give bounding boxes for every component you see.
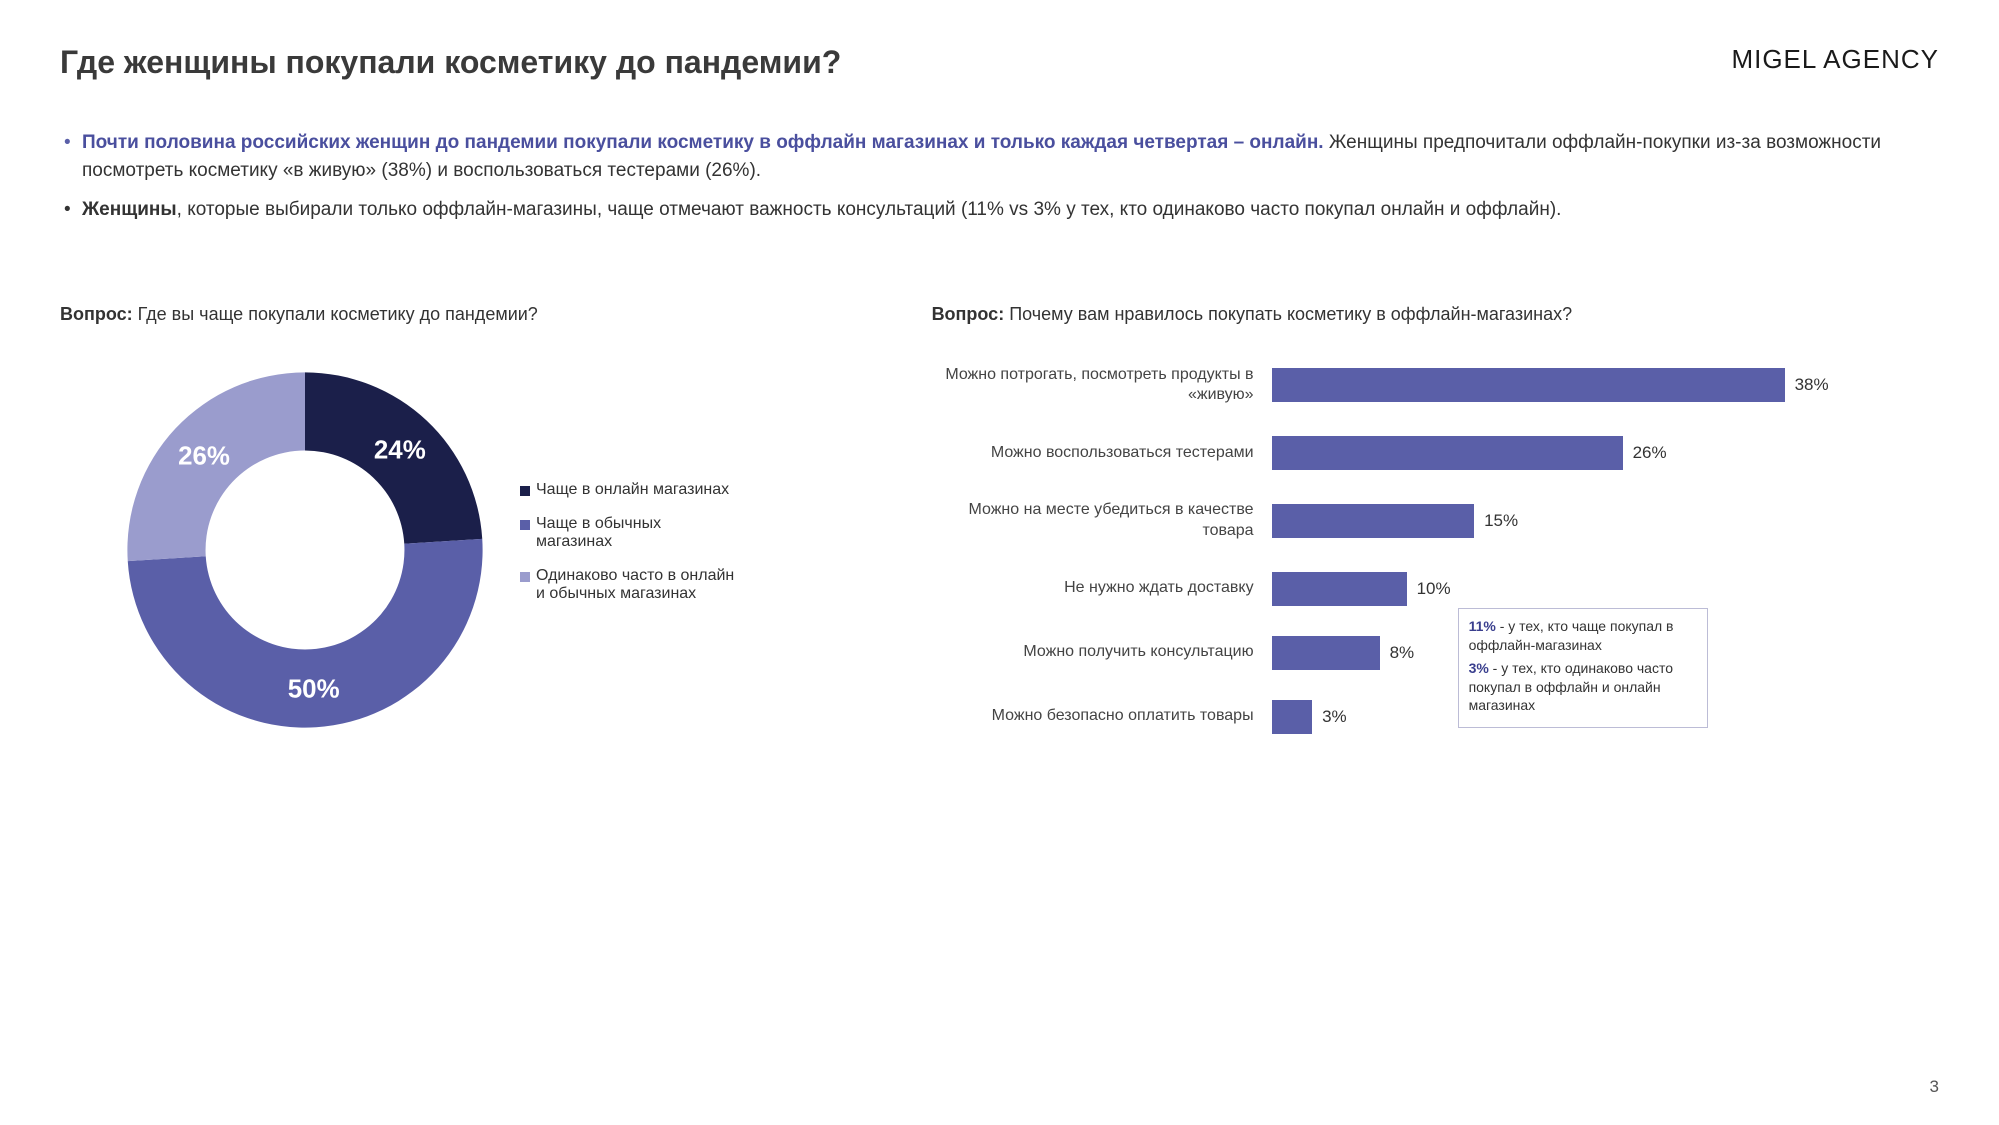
bar-track: 38%	[1272, 368, 1829, 402]
bar-value: 10%	[1417, 579, 1451, 599]
bar-fill	[1272, 504, 1475, 538]
donut-slice-label: 26%	[178, 442, 230, 470]
bullet-2: Женщины, которые выбирали только оффлайн…	[60, 196, 1939, 224]
bar-row: Можно получить консультацию8%11% - у тех…	[932, 636, 1939, 670]
bullet-2-bold: Женщины	[82, 199, 177, 220]
legend-swatch	[520, 520, 530, 530]
bar-label: Можно получить консультацию	[932, 642, 1272, 663]
donut-question-prefix: Вопрос:	[60, 304, 133, 324]
bar-label: Можно потрогать, посмотреть продукты в «…	[932, 365, 1272, 407]
bar-fill	[1272, 368, 1785, 402]
bar-value: 26%	[1633, 443, 1667, 463]
bullet-2-rest: , которые выбирали только оффлайн-магази…	[177, 199, 1562, 220]
callout-pct: 11%	[1469, 618, 1496, 634]
bar-track: 3%	[1272, 700, 1812, 734]
bar-fill	[1272, 436, 1623, 470]
brand-label: MIGEL AGENCY	[1731, 44, 1939, 75]
donut-slice-label: 50%	[288, 675, 340, 703]
legend-item: Одинаково часто в онлайн и обычных магаз…	[520, 567, 740, 603]
page-title: Где женщины покупали косметику до пандем…	[60, 44, 841, 81]
legend-label: Чаще в онлайн магазинах	[536, 481, 729, 499]
donut-question-text: Где вы чаще покупали косметику до пандем…	[133, 304, 538, 324]
legend-swatch	[520, 572, 530, 582]
bar-fill	[1272, 636, 1380, 670]
bar-fill	[1272, 572, 1407, 606]
donut-slice-label: 24%	[374, 436, 426, 464]
page-number: 3	[1930, 1077, 1939, 1097]
callout-pct: 3%	[1469, 660, 1489, 676]
bullet-list: Почти половина российских женщин до панд…	[60, 129, 1939, 224]
bar-chart: Можно потрогать, посмотреть продукты в «…	[932, 365, 1939, 734]
bar-value: 15%	[1484, 511, 1518, 531]
bar-track: 10%	[1272, 572, 1812, 606]
bar-track: 26%	[1272, 436, 1812, 470]
bar-value: 3%	[1322, 707, 1347, 727]
bar-label: Можно воспользоваться тестерами	[932, 443, 1272, 464]
bar-row: Можно воспользоваться тестерами 26%	[932, 436, 1939, 470]
callout-text: - у тех, кто чаще покупал в оффлайн-мага…	[1469, 618, 1674, 653]
bars-question-text: Почему вам нравилось покупать косметику …	[1004, 304, 1572, 324]
bullet-1-accent: Почти половина российских женщин до панд…	[82, 132, 1324, 153]
donut-legend: Чаще в онлайн магазинах Чаще в обычных ма…	[520, 481, 740, 619]
legend-swatch	[520, 486, 530, 496]
legend-item: Чаще в обычных магазинах	[520, 515, 740, 551]
bars-question-prefix: Вопрос:	[932, 304, 1005, 324]
bar-row: Не нужно ждать доставку 10%	[932, 572, 1939, 606]
bar-row: Можно на месте убедиться в качестве това…	[932, 500, 1939, 542]
bar-fill	[1272, 700, 1313, 734]
donut-chart: 24% 50% 26%	[120, 365, 490, 735]
bar-label: Можно безопасно оплатить товары	[932, 706, 1272, 727]
bullet-1: Почти половина российских женщин до панд…	[60, 129, 1939, 184]
bars-question: Вопрос: Почему вам нравилось покупать ко…	[932, 304, 1939, 325]
bar-value: 8%	[1390, 643, 1415, 663]
bar-row: Можно безопасно оплатить товары 3%	[932, 700, 1939, 734]
bar-value: 38%	[1795, 375, 1829, 395]
legend-label: Чаще в обычных магазинах	[536, 515, 740, 551]
bar-label: Не нужно ждать доставку	[932, 578, 1272, 599]
legend-item: Чаще в онлайн магазинах	[520, 481, 740, 499]
legend-label: Одинаково часто в онлайн и обычных магаз…	[536, 567, 740, 603]
bar-row: Можно потрогать, посмотреть продукты в «…	[932, 365, 1939, 407]
bar-label: Можно на месте убедиться в качестве това…	[932, 500, 1272, 542]
donut-question: Вопрос: Где вы чаще покупали косметику д…	[60, 304, 852, 325]
bar-track: 15%	[1272, 504, 1812, 538]
